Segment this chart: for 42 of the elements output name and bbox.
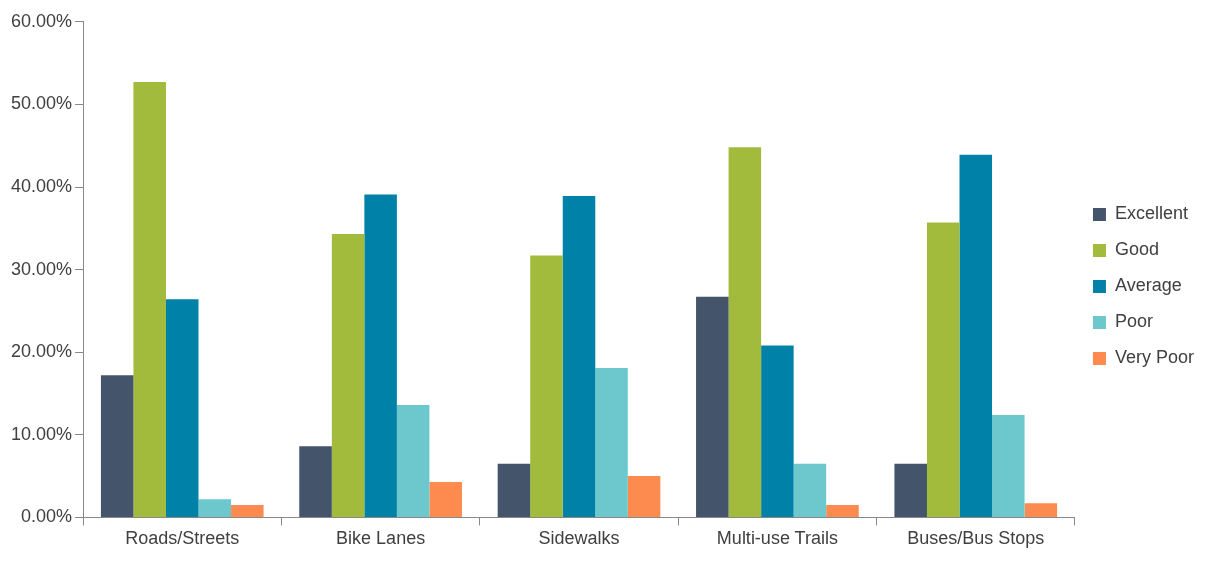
bar — [894, 463, 927, 517]
bar — [165, 299, 199, 517]
legend-label: Good — [1114, 239, 1160, 260]
y-tick-label: 30.00% — [10, 258, 73, 279]
bar — [133, 82, 166, 517]
bar — [728, 147, 762, 517]
bar — [696, 296, 729, 517]
bar — [562, 196, 596, 517]
bar — [826, 505, 859, 517]
x-tick-label: Sidewalks — [538, 528, 620, 549]
y-tick-label: 60.00% — [10, 10, 73, 31]
bar — [530, 255, 563, 517]
bar — [926, 222, 960, 517]
bar — [627, 476, 661, 517]
legend-label: Poor — [1114, 311, 1153, 332]
bar — [761, 345, 794, 517]
bar — [497, 463, 531, 517]
legend-label: Excellent — [1114, 203, 1189, 224]
bar — [1024, 503, 1058, 517]
x-tick-label: Bike Lanes — [336, 528, 426, 549]
legend-label: Average — [1114, 275, 1182, 296]
y-tick-label: 50.00% — [10, 93, 73, 114]
bar — [396, 405, 430, 517]
bar — [429, 481, 462, 517]
legend-label: Very Poor — [1114, 347, 1195, 368]
bar — [959, 154, 993, 517]
x-tick-label: Multi-use Trails — [716, 528, 838, 549]
bar — [595, 367, 628, 517]
x-tick-label: Roads/Streets — [125, 528, 240, 549]
y-tick-label: 10.00% — [10, 423, 73, 444]
y-tick-label: 20.00% — [10, 341, 73, 362]
bar — [198, 499, 232, 517]
bar — [364, 194, 397, 517]
bar — [231, 505, 264, 517]
bar — [331, 234, 365, 517]
bar — [793, 463, 827, 517]
y-tick-label: 0.00% — [21, 506, 73, 527]
x-tick-label: Buses/Bus Stops — [907, 528, 1045, 549]
bar — [299, 446, 332, 517]
y-tick-label: 40.00% — [10, 175, 73, 196]
bar — [100, 375, 134, 517]
bar — [992, 414, 1025, 517]
